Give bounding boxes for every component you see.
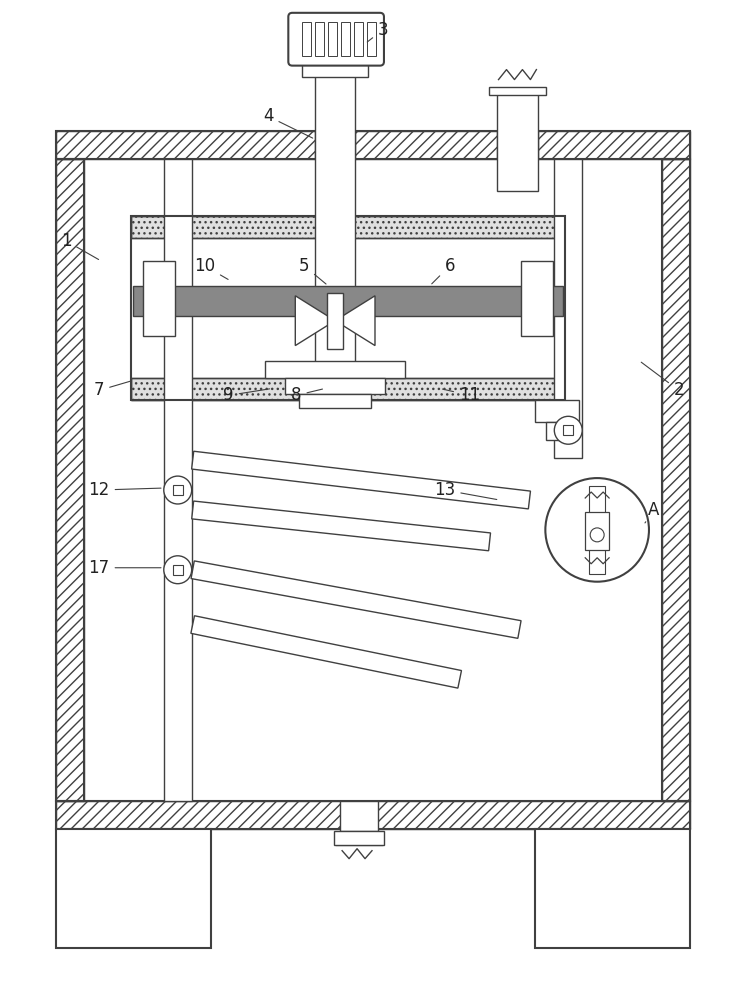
Bar	[285, 378, 385, 394]
Bar	[354, 22, 363, 56]
Polygon shape	[191, 561, 521, 638]
Text: 13: 13	[434, 481, 497, 500]
Bar	[56, 829, 210, 948]
Bar	[334, 831, 384, 845]
Bar	[536, 829, 690, 948]
Text: 11: 11	[442, 386, 480, 404]
Bar	[489, 87, 546, 95]
Circle shape	[590, 528, 604, 542]
Circle shape	[554, 416, 582, 444]
Bar	[563, 425, 573, 435]
Bar	[56, 801, 690, 829]
Circle shape	[545, 478, 649, 582]
Bar	[131, 216, 565, 238]
Polygon shape	[191, 616, 462, 688]
Bar	[131, 378, 565, 400]
Bar	[340, 801, 378, 831]
Text: 12: 12	[88, 481, 161, 499]
Bar	[56, 801, 690, 829]
Bar	[131, 216, 565, 238]
Text: 2: 2	[642, 362, 684, 399]
Bar	[133, 286, 563, 316]
Text: 1: 1	[61, 232, 98, 260]
Text: 3: 3	[367, 21, 388, 42]
Bar	[131, 378, 565, 400]
Bar	[266, 361, 405, 378]
Bar	[327, 293, 343, 349]
Text: 6: 6	[432, 257, 455, 284]
Bar	[316, 22, 325, 56]
Bar	[56, 159, 84, 801]
Bar	[316, 57, 355, 395]
Bar	[585, 512, 609, 550]
Text: 9: 9	[223, 386, 269, 404]
Bar	[589, 486, 605, 574]
Bar	[299, 394, 371, 408]
Bar	[143, 261, 175, 336]
Bar	[662, 159, 690, 801]
Bar	[328, 22, 337, 56]
Text: A: A	[645, 501, 659, 523]
Bar	[341, 22, 350, 56]
Bar	[173, 565, 183, 575]
Text: 7: 7	[94, 381, 131, 399]
Text: 5: 5	[299, 257, 326, 284]
Circle shape	[164, 476, 192, 504]
Polygon shape	[295, 296, 335, 346]
Bar	[316, 131, 355, 159]
Bar	[302, 22, 311, 56]
Text: 8: 8	[291, 386, 322, 404]
Bar	[164, 159, 192, 801]
Bar	[173, 485, 183, 495]
Circle shape	[164, 556, 192, 584]
Bar	[131, 216, 565, 400]
Bar	[497, 92, 539, 191]
Bar	[56, 131, 690, 159]
Text: 4: 4	[263, 107, 313, 138]
Bar	[56, 131, 690, 159]
Bar	[302, 57, 368, 77]
Bar	[521, 261, 554, 336]
Bar	[56, 159, 84, 801]
Text: 17: 17	[89, 559, 161, 577]
Bar	[662, 159, 690, 801]
Polygon shape	[335, 296, 375, 346]
Text: 10: 10	[194, 257, 228, 279]
Bar	[546, 422, 568, 440]
Bar	[497, 131, 539, 159]
FancyBboxPatch shape	[288, 13, 384, 66]
Bar	[554, 159, 582, 458]
Bar	[367, 22, 376, 56]
Polygon shape	[192, 501, 491, 551]
Bar	[536, 400, 579, 422]
Polygon shape	[192, 451, 530, 509]
